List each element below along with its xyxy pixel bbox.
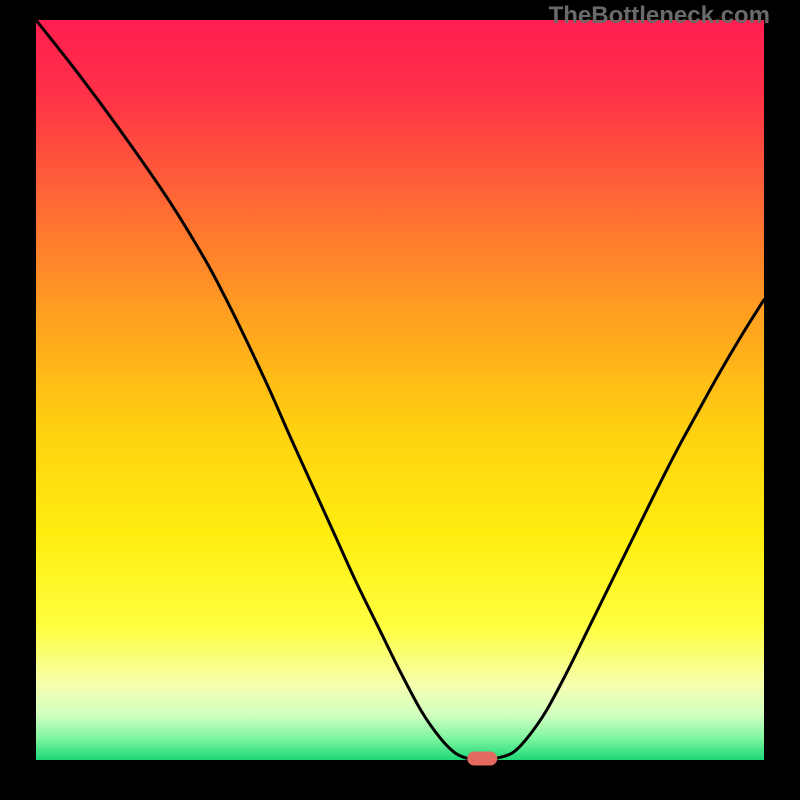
optimal-point-marker bbox=[467, 752, 497, 766]
bottleneck-curve-chart bbox=[0, 0, 800, 800]
plot-area bbox=[36, 20, 764, 760]
chart-container: TheBottleneck.com bbox=[0, 0, 800, 800]
